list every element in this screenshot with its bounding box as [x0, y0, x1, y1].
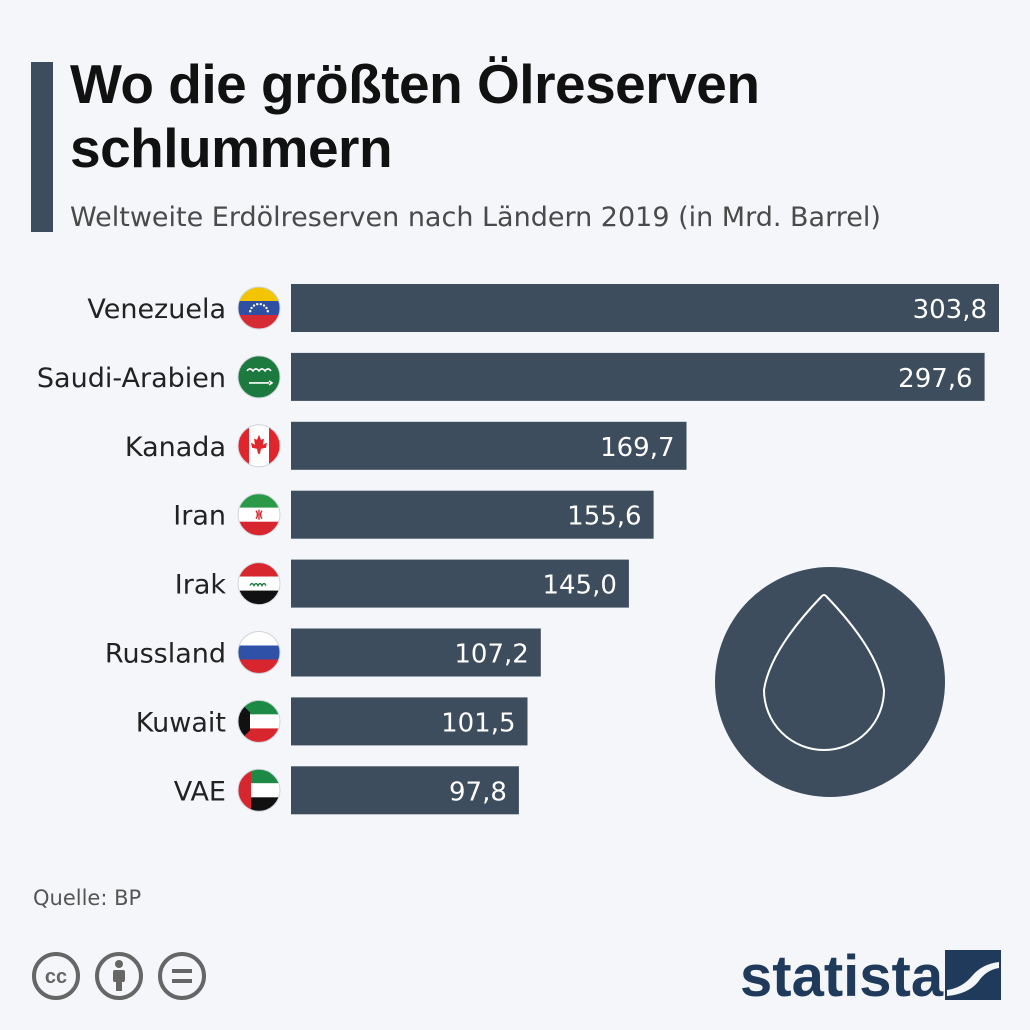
bar-irak: [291, 559, 629, 608]
statista-logo: statista: [740, 944, 1001, 1008]
category-label: Irak: [175, 570, 227, 601]
category-label: VAE: [174, 776, 226, 807]
flag-saudi-arabien-icon: [237, 355, 281, 399]
flag-vae-icon: [237, 768, 281, 812]
flag-venezuela-icon: [237, 286, 281, 330]
bar-value-label: 107,2: [454, 640, 528, 670]
oil-drop-icon: [715, 567, 945, 797]
flag-kuwait-icon: [237, 699, 281, 743]
cc-icon: cc: [32, 952, 80, 1000]
chart-subtitle: Weltweite Erdölreserven nach Ländern 201…: [70, 202, 881, 233]
category-label: Russland: [105, 639, 226, 670]
title-accent-bar: [31, 62, 53, 232]
bar-saudi-arabien: [291, 352, 985, 401]
bar-russland: [291, 628, 541, 677]
category-label: Kanada: [125, 432, 226, 463]
category-label: Venezuela: [87, 294, 226, 325]
category-label: Iran: [173, 501, 226, 532]
svg-text:cc: cc: [45, 966, 67, 988]
flag-iran-icon: [237, 493, 281, 537]
bar-value-label: 145,0: [542, 571, 616, 601]
bar-value-label: 303,8: [913, 295, 987, 325]
bar-kuwait: [291, 697, 528, 746]
flag-russland-icon: [237, 631, 281, 674]
brand-name: statista: [740, 944, 944, 1008]
nd-icon: [158, 952, 206, 1000]
bars-layer: 303,8 Venezuela 297,6 Saudi-Arabien 169,7 Kan…: [37, 284, 999, 815]
chart-title: Wo die größten Ölreserven schlummern: [70, 53, 760, 179]
flags-layer: [237, 286, 281, 812]
bar-iran: [291, 490, 654, 539]
license-icons: cc: [32, 952, 206, 1000]
bar-value-label: 101,5: [441, 708, 515, 738]
flag-irak-icon: [237, 562, 281, 606]
bar-value-label: 169,7: [600, 433, 674, 463]
bar-value-label: 155,6: [567, 502, 641, 532]
bar-kanada: [291, 421, 687, 470]
statista-logo-icon: [945, 950, 1001, 1000]
source-note: Quelle: BP: [33, 886, 142, 910]
by-icon: [95, 952, 143, 1000]
bar-vae: [291, 766, 519, 815]
category-label: Saudi-Arabien: [37, 363, 226, 394]
category-label: Kuwait: [136, 707, 226, 738]
bar-value-label: 297,6: [898, 364, 972, 394]
flag-kanada-icon: [237, 424, 281, 468]
bar-value-label: 97,8: [449, 777, 507, 807]
bar-venezuela: [291, 284, 999, 332]
